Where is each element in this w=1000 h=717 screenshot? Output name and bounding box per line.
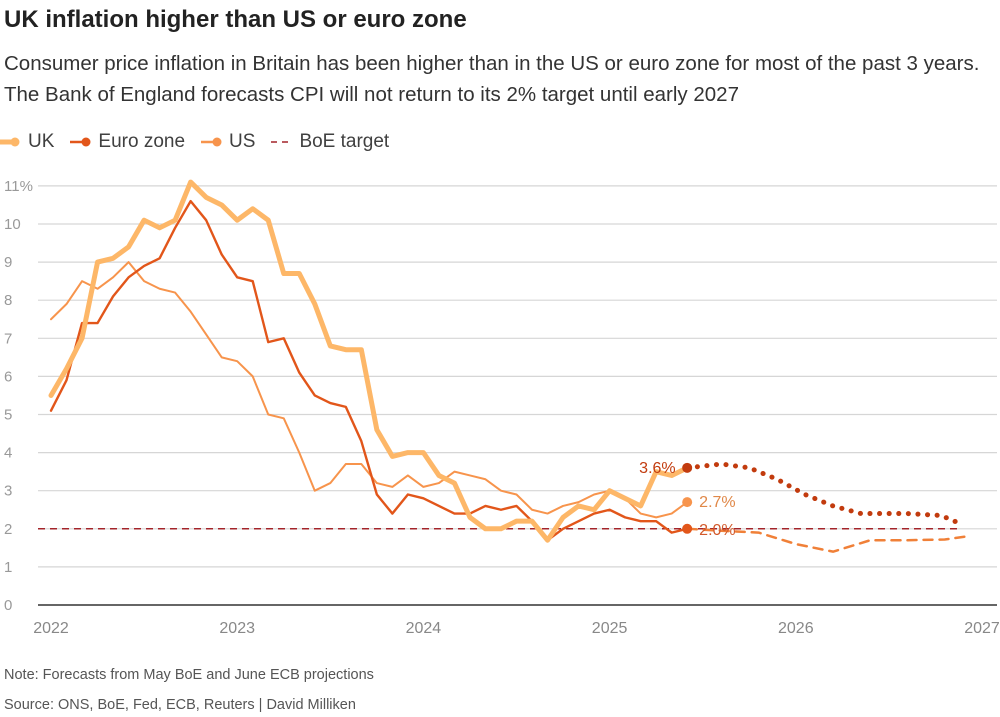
chart-note: Note: Forecasts from May BoE and June EC… [4,667,374,683]
y-tick-label: 4 [4,445,12,462]
y-tick-label: 1 [4,559,12,576]
euro-zone-end-label: 2.0% [699,522,735,539]
y-tick-label: 6 [4,368,12,385]
x-tick-label: 2027 [964,620,1000,637]
y-tick-label: 3 [4,483,12,500]
y-tick-label: 10 [4,216,21,233]
y-tick-label: 11% [4,178,33,195]
legend-label-boe-target: BoE target [299,131,390,152]
euro-zone-line-icon [70,137,91,147]
chart-subtitle: Consumer price inflation in Britain has … [4,52,980,106]
dashed-line-icon [271,141,292,143]
legend-item-boe-target: BoE target [269,131,389,153]
y-tick-label: 7 [4,330,12,347]
us-end-label: 2.7% [699,494,735,511]
y-tick-label: 5 [4,407,12,424]
legend-label-euro-zone: Euro zone [98,131,186,152]
chart-source: Source: ONS, BoE, Fed, ECB, Reuters | Da… [4,697,356,713]
uk-line-icon [0,137,20,147]
uk-forecast-line [685,461,966,528]
legend-item-uk: UK [0,131,54,153]
y-tick-label: 9 [4,254,12,271]
legend-item-us: US [199,131,255,153]
legend-label-us: US [229,131,256,152]
legend: UK Euro zone US BoE target [0,131,403,153]
euro-zone-forecast-line [686,527,969,553]
x-tick-label: 2022 [33,620,69,637]
y-tick-label: 0 [4,597,12,614]
us-end-point [682,497,693,508]
euro-zone-end-point [682,523,693,534]
y-tick-label: 2 [4,521,12,538]
y-tick-label: 8 [4,292,12,309]
euro-zone-line [49,199,689,542]
uk-end-point [682,462,693,473]
x-tick-label: 2024 [406,620,442,637]
chart-title: UK inflation higher than US or euro zone [4,6,467,33]
legend-item-euro-zone: Euro zone [68,131,185,153]
x-tick-label: 2026 [778,620,814,637]
x-tick-label: 2023 [219,620,255,637]
uk-end-label: 3.6% [639,460,675,477]
legend-label-uk: UK [28,131,55,152]
x-tick-label: 2025 [592,620,628,637]
us-line [50,261,689,519]
uk-line [48,179,690,543]
us-line-icon [201,137,222,147]
